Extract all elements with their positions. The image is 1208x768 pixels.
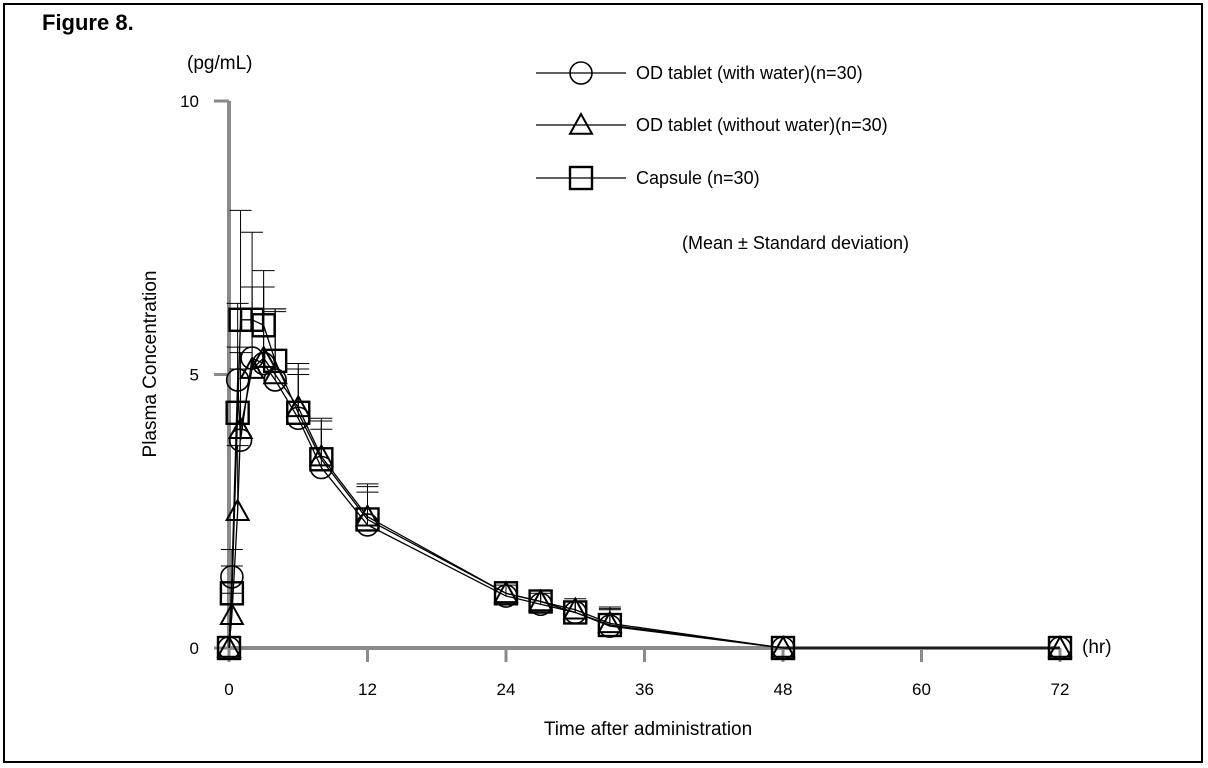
data-point-square xyxy=(597,612,623,638)
legend: OD tablet (with water)(n=30) OD tablet (w… xyxy=(536,61,888,191)
x-axis-label: Time after administration xyxy=(544,719,752,740)
data-point-triangle xyxy=(227,416,254,439)
data-point-square xyxy=(216,635,242,661)
x-tick-label: 0 xyxy=(224,680,233,699)
data-point-triangle xyxy=(308,443,335,467)
data-point-square xyxy=(563,600,588,625)
data-point-square xyxy=(219,581,245,606)
data-point-square xyxy=(251,313,276,338)
x-unit-label: (hr) xyxy=(1082,637,1112,658)
y-unit-label: (pg/mL) xyxy=(187,53,252,74)
legend-marker-square xyxy=(568,165,594,191)
x-tick-label: 60 xyxy=(912,680,931,699)
data-point-square xyxy=(309,447,334,472)
data-point-square xyxy=(528,589,553,614)
legend-marker-circle xyxy=(569,61,593,85)
data-point-square xyxy=(286,400,311,425)
data-point-square xyxy=(355,507,380,532)
legend-label-circle: OD tablet (with water)(n=30) xyxy=(636,63,863,83)
data-point-circle xyxy=(225,368,250,392)
legend-label-square: Capsule (n=30) xyxy=(636,168,760,188)
data-point-triangle xyxy=(527,588,554,612)
data-point-triangle xyxy=(597,610,623,634)
data-point-square xyxy=(493,581,519,606)
data-point-triangle xyxy=(493,580,519,604)
series-line-square xyxy=(228,319,1060,649)
series-lines xyxy=(228,319,1060,649)
x-tick-label: 36 xyxy=(635,680,654,699)
data-point-triangle xyxy=(562,596,588,620)
data-point-square xyxy=(1047,635,1073,661)
legend-marker-triangle xyxy=(568,111,594,135)
legend-label-triangle: OD tablet (without water)(n=30) xyxy=(636,115,888,135)
data-point-circle xyxy=(263,368,287,392)
data-point-triangle xyxy=(224,498,251,522)
data-point-circle xyxy=(228,428,253,452)
chart-note: (Mean ± Standard deviation) xyxy=(682,233,909,253)
data-point-square xyxy=(770,635,796,661)
error-bars xyxy=(220,209,621,627)
data-point-triangle xyxy=(216,634,242,658)
x-tick-label: 72 xyxy=(1051,680,1070,699)
axes: 0 5 10 0 12 24 36 48 60 72 xyxy=(180,92,1069,699)
figure-title: Figure 8. xyxy=(42,10,134,35)
data-point-square xyxy=(225,400,250,425)
y-tick-label: 0 xyxy=(190,639,199,658)
x-tick-label: 24 xyxy=(497,680,516,699)
data-point-circle xyxy=(220,565,244,589)
data-point-triangle xyxy=(262,361,288,385)
y-tick-label: 10 xyxy=(180,92,199,111)
series-line-circle xyxy=(228,357,1060,649)
data-point-triangle xyxy=(219,602,245,625)
y-tick-label: 5 xyxy=(190,366,199,385)
y-axis-label: Plasma Concentration xyxy=(140,271,161,458)
series-markers xyxy=(216,307,1073,661)
data-point-triangle xyxy=(354,503,381,527)
data-point-triangle xyxy=(770,634,796,658)
series-line-triangle xyxy=(228,357,1060,649)
data-point-triangle xyxy=(285,394,311,418)
x-tick-label: 48 xyxy=(774,680,793,699)
data-point-triangle xyxy=(1047,634,1073,658)
data-point-square xyxy=(262,348,288,374)
x-tick-label: 12 xyxy=(358,680,377,699)
data-point-triangle xyxy=(239,355,265,379)
